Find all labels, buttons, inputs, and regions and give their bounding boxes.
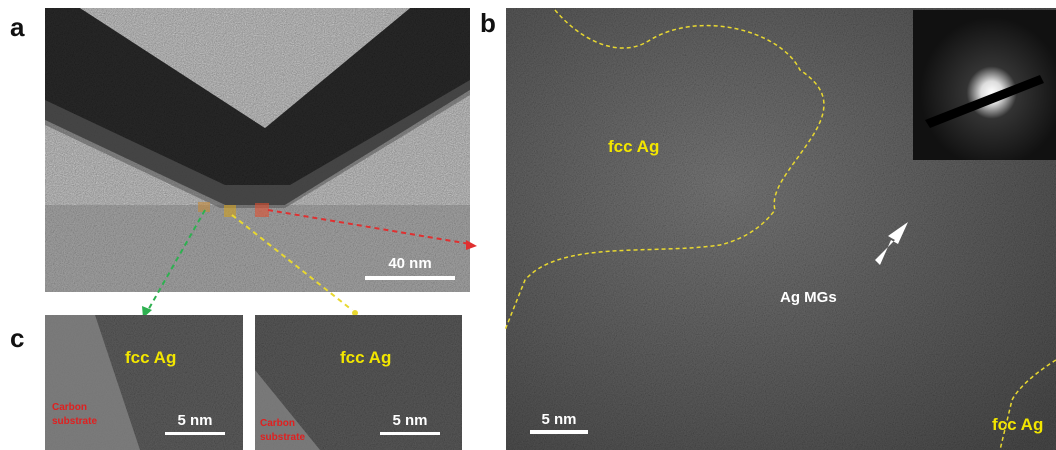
substrate-label: Carbon xyxy=(52,402,87,413)
figure: a 40 nm b fcc Ag Ag MGs fcc Ag 5 nm c fc… xyxy=(0,0,1056,450)
arrowhead xyxy=(466,240,477,250)
substrate-label: Carbon xyxy=(260,418,295,429)
scale-bar-label: 5 nm xyxy=(177,412,212,429)
scale-bar-label: 5 nm xyxy=(392,412,427,429)
panel-label: c xyxy=(10,323,24,353)
phase-label: fcc Ag xyxy=(125,348,176,367)
panel-label: a xyxy=(10,12,25,42)
hrtem-image-c1: fcc Ag Carbon substrate 5 nm xyxy=(45,315,243,450)
panel-label: b xyxy=(480,8,496,38)
scale-bar-label: 40 nm xyxy=(388,255,431,272)
hrtem-image-c2: fcc Ag Carbon substrate 5 nm xyxy=(255,315,462,450)
hrtem-image-b: fcc Ag Ag MGs fcc Ag 5 nm xyxy=(505,8,1056,450)
substrate-label: substrate xyxy=(52,416,97,427)
page: {"panels": [ {"label": "a", "scale_bar":… xyxy=(0,0,1056,450)
scale-bar-label: 5 nm xyxy=(541,411,576,428)
tem-image-a: 40 nm xyxy=(45,8,470,292)
phase-label: fcc Ag xyxy=(608,137,659,156)
phase-label: Ag MGs xyxy=(780,289,837,306)
substrate-label: substrate xyxy=(260,432,305,443)
phase-label: fcc Ag xyxy=(340,348,391,367)
phase-label: fcc Ag xyxy=(992,415,1043,434)
